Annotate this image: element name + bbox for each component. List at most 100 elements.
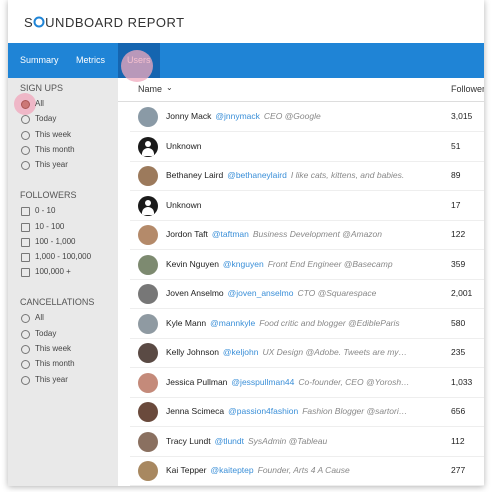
user-handle[interactable]: @joven_anselmo [227,288,294,298]
user-name: Jenna Scimeca [166,406,225,416]
logo-icon [33,16,45,28]
row-divider [130,190,484,191]
avatar [138,284,158,304]
followers: 656 [451,406,466,416]
tab-label: Metrics [76,55,105,65]
user-name: Bethaney Laird [166,170,224,180]
followers: 277 [451,465,466,475]
followers: 17 [451,199,461,210]
option-label: All [35,313,44,323]
option-label: This week [35,129,72,139]
followers: 2,001 [451,288,473,298]
option-label: 1,000 - 100,000 [35,252,92,262]
checkbox[interactable] [21,253,30,263]
user-handle[interactable]: @knguyen [222,258,264,269]
user-cell: Jessica Pullman @jesspullman44 Co-founder,… [166,377,414,387]
user-name: Jordon Taft [166,229,208,239]
user-handle[interactable]: @keljohn [222,347,259,357]
radio[interactable] [21,314,30,324]
user-handle[interactable]: @bethaneylaird [227,170,287,180]
option-label: This month [35,359,75,369]
row-divider [130,396,484,398]
user-cell: Joven Anselmo @joven_anselmo CTO @Squaresp… [166,288,380,298]
user-cell: Kevin Nguyen @knguyen Front End Engineer @… [166,259,397,269]
user-cell: Tracy Lundt @tlundt SysAdmin @Tableau [166,436,331,446]
user-bio: Fashion Blogger @sartori… [302,406,408,416]
option-label: All [35,99,44,108]
user-bio: UX Design @Adobe. Tweets are my… [262,347,408,357]
user-handle[interactable]: @passion4fashion [228,406,299,416]
avatar [138,372,158,393]
option-label: This year [35,374,68,384]
radio[interactable] [21,161,30,171]
user-handle[interactable]: @kaiteptep [210,465,254,475]
section-title: FOLLOWERS [20,190,77,201]
user-handle[interactable]: @jesspullman44 [231,376,295,387]
followers: 51 [451,140,461,151]
section-title: CANCELLATIONS [20,297,95,308]
avatar [138,313,158,334]
column-header[interactable]: Name [138,84,163,94]
row-divider [130,426,484,427]
option-label: This week [35,344,72,353]
user-name: Kai Tepper [166,465,207,475]
user-handle[interactable]: @taftman [211,229,249,239]
tab[interactable]: Summary [20,43,70,78]
section-title: SIGN UPS [20,83,64,93]
avatar [138,402,158,422]
user-name: Kelly Johnson [166,347,219,357]
radio[interactable] [21,100,30,109]
followers: 359 [451,258,466,269]
checkbox[interactable] [21,207,30,217]
radio[interactable] [21,345,30,354]
user-cell: Jordon Taft @taftman Business Development … [166,229,386,239]
radio[interactable] [21,130,30,140]
row-divider [130,219,484,221]
followers: 580 [451,317,466,328]
user-bio: Founder, Arts 4 A Cause [257,465,350,475]
option-label: 10 - 100 [35,221,65,231]
radio[interactable] [21,145,30,155]
option-label: 100,000 + [35,267,71,277]
user-name: Unknown [166,140,202,151]
sidebar: SIGN UPS All Today This week This month This … [8,78,118,486]
followers: 1,033 [451,376,473,387]
avatar-head [145,140,151,147]
user-handle[interactable]: @mannkyle [210,317,256,328]
avatar [138,431,158,452]
user-name: Tracy Lundt [166,435,211,446]
avatar [138,225,158,245]
radio[interactable] [21,115,30,125]
user-handle[interactable]: @tlundt [214,435,245,446]
avatar [138,461,158,481]
user-handle[interactable]: @jnnymack [215,111,260,121]
row-divider [130,308,484,309]
avatar [138,107,158,127]
radio[interactable] [21,375,30,385]
logo-text: S [24,15,34,30]
avatar-body [142,147,154,156]
option-label: This month [35,144,75,154]
checkbox[interactable] [21,237,30,247]
row-divider [130,131,484,132]
user-bio: Food critic and blogger @EdibleParis [259,317,400,328]
row-divider [130,367,484,368]
user-cell: Kyle Mann @mannkyle Food critic and blogge… [166,318,404,328]
followers: 235 [451,347,466,357]
user-bio: SysAdmin @Tableau [248,435,328,446]
checkbox[interactable] [21,268,30,278]
user-bio: CEO @Google [263,111,321,121]
radio[interactable] [21,360,30,370]
followers: 122 [451,229,466,239]
logo: S UNDBOARD REPORT [24,15,185,30]
row-divider [130,337,484,339]
avatar [138,343,158,363]
checkbox[interactable] [21,222,30,232]
avatar [138,254,158,275]
column-header: Followers [451,84,484,94]
radio[interactable] [21,329,30,339]
tab[interactable]: Metrics [76,43,126,78]
user-name: Jessica Pullman [166,376,228,387]
followers: 3,015 [451,111,473,121]
user-bio: Co-founder, CEO @Yorosh… [298,376,410,387]
